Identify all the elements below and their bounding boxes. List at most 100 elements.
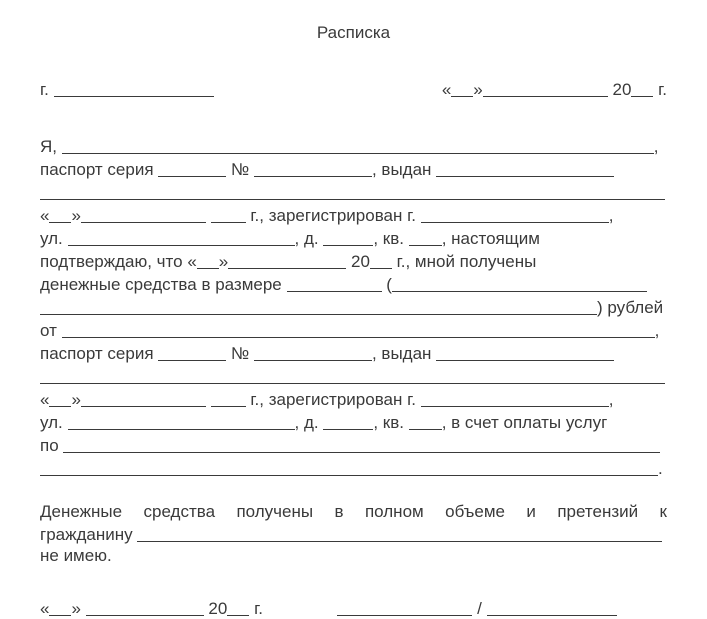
date-block: «» 20 г.	[442, 77, 667, 100]
line-9b	[40, 364, 667, 387]
year-prefix: 20	[612, 80, 631, 99]
reg-year-blank[interactable]	[211, 205, 246, 223]
text: паспорт серия	[40, 344, 154, 363]
document-title: Расписка	[40, 22, 667, 43]
issued-by-blank-2[interactable]	[40, 182, 665, 200]
year-blank[interactable]	[631, 79, 653, 97]
line-12: по	[40, 433, 667, 456]
confirm-month-blank[interactable]	[228, 251, 346, 269]
line-8: от ,	[40, 318, 667, 341]
amount-blank[interactable]	[287, 274, 382, 292]
text: денежные средства в размере	[40, 275, 282, 294]
passport-series-blank[interactable]	[158, 159, 226, 177]
from-blank[interactable]	[62, 320, 655, 338]
reg-day-blank[interactable]	[49, 205, 71, 223]
issued-by-blank[interactable]	[436, 159, 614, 177]
text: ул.	[40, 413, 63, 432]
confirm-day-blank[interactable]	[197, 251, 219, 269]
passport-number-blank[interactable]	[254, 159, 372, 177]
text: »	[71, 390, 80, 409]
service-blank-2[interactable]	[40, 458, 658, 476]
reg2-month-blank[interactable]	[81, 389, 206, 407]
city-blank[interactable]	[54, 79, 214, 97]
text: ,	[609, 206, 614, 225]
text: от	[40, 321, 57, 340]
reg-month-blank[interactable]	[81, 205, 206, 223]
text: подтверждаю, что «	[40, 252, 197, 271]
passport2-number-blank[interactable]	[254, 343, 372, 361]
amount-words-blank[interactable]	[392, 274, 647, 292]
text: , выдан	[372, 160, 431, 179]
city-block: г.	[40, 77, 214, 100]
line-10: «» г., зарегистрирован г. ,	[40, 387, 667, 410]
text: 20	[208, 599, 227, 618]
text: «	[40, 599, 49, 618]
text: ,	[654, 137, 659, 156]
text: /	[477, 599, 482, 618]
page: Расписка г. «» 20 г. Я, , паспорт серия …	[0, 0, 707, 605]
body-paragraph-1: Я, , паспорт серия № , выдан «» г., заре…	[40, 134, 667, 479]
sig-day-blank[interactable]	[49, 598, 71, 616]
text: №	[231, 160, 249, 179]
text: , кв.	[373, 413, 404, 432]
p2-line3: не имею.	[40, 545, 667, 566]
confirm-year-blank[interactable]	[370, 251, 392, 269]
text: «	[40, 206, 49, 225]
sig-month-blank[interactable]	[86, 598, 204, 616]
line-7: ) рублей	[40, 295, 667, 318]
citizen-blank[interactable]	[137, 524, 662, 542]
line-9: паспорт серия № , выдан	[40, 341, 667, 364]
text: , д.	[295, 229, 319, 248]
reg-city-blank[interactable]	[421, 205, 609, 223]
text: «	[40, 390, 49, 409]
issued2-by-blank-2[interactable]	[40, 366, 665, 384]
reg2-city-blank[interactable]	[421, 389, 609, 407]
line-13: .	[40, 456, 667, 479]
text: »	[219, 252, 228, 271]
text: »	[71, 599, 80, 618]
text: ) рублей	[597, 298, 663, 317]
text: , выдан	[372, 344, 431, 363]
name-blank[interactable]	[62, 136, 654, 154]
apt2-blank[interactable]	[409, 412, 442, 430]
line-5: подтверждаю, что « » 20 г., мной получены	[40, 249, 667, 272]
line-1: Я, ,	[40, 134, 667, 157]
text: , в счет оплаты услуг	[442, 413, 608, 432]
text: паспорт серия	[40, 160, 154, 179]
p2-line1: Денежные средства получены в полном объе…	[40, 501, 667, 522]
text: , кв.	[373, 229, 404, 248]
text: г., мной получены	[397, 252, 537, 271]
house-blank[interactable]	[323, 228, 373, 246]
passport2-series-blank[interactable]	[158, 343, 226, 361]
street2-blank[interactable]	[68, 412, 295, 430]
text: ,	[655, 321, 660, 340]
text: Я,	[40, 137, 57, 156]
text: , д.	[295, 413, 319, 432]
reg2-year-blank[interactable]	[211, 389, 246, 407]
text: гражданину	[40, 525, 133, 544]
line-6: денежные средства в размере (	[40, 272, 667, 295]
text: №	[231, 344, 249, 363]
issued2-by-blank[interactable]	[436, 343, 614, 361]
text: по	[40, 436, 59, 455]
header-row: г. «» 20 г.	[40, 77, 667, 100]
service-blank[interactable]	[63, 435, 660, 453]
text: 20	[351, 252, 370, 271]
city-prefix: г.	[40, 80, 49, 99]
month-blank[interactable]	[483, 79, 608, 97]
fullname-blank[interactable]	[487, 598, 617, 616]
signature-row: «» 20 г. /	[40, 596, 667, 619]
date-open-quote: «	[442, 80, 451, 99]
street-blank[interactable]	[68, 228, 295, 246]
sig-year-blank[interactable]	[227, 598, 249, 616]
signature-blank[interactable]	[337, 598, 472, 616]
day-blank[interactable]	[451, 79, 473, 97]
line-11: ул. , д. , кв. , в счет оплаты услуг	[40, 410, 667, 433]
line-3: «» г., зарегистрирован г. ,	[40, 203, 667, 226]
reg2-day-blank[interactable]	[49, 389, 71, 407]
line-2b	[40, 180, 667, 203]
apt-blank[interactable]	[409, 228, 442, 246]
line-2: паспорт серия № , выдан	[40, 157, 667, 180]
house2-blank[interactable]	[323, 412, 373, 430]
amount-words-blank-2[interactable]	[40, 297, 597, 315]
